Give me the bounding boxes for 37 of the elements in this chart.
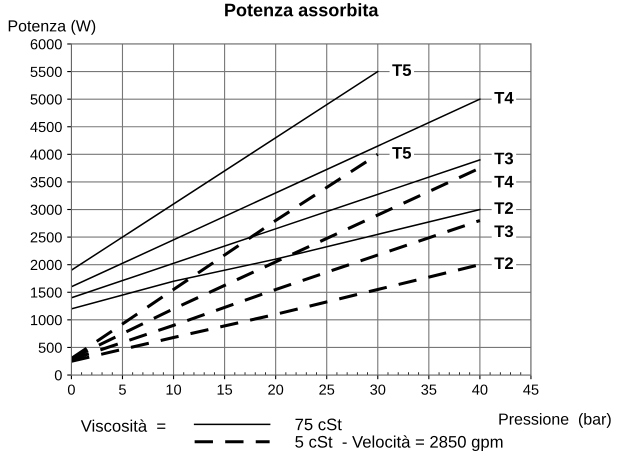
y-tick-label: 6000	[30, 39, 62, 50]
x-axis-title: Pressione (bar)	[499, 412, 611, 428]
x-tick-label: 5	[119, 384, 126, 395]
y-tick-label: 1500	[31, 287, 62, 298]
series-label: T2	[494, 257, 513, 269]
x-tick-label: 15	[218, 384, 232, 395]
x-tick-label: 40	[472, 384, 488, 395]
y-tick-label: 4500	[30, 122, 62, 132]
y-tick-label: 5000	[30, 94, 62, 105]
y-tick-label: 3000	[30, 204, 62, 215]
series-label: T4	[494, 176, 514, 188]
series-label: T3	[494, 225, 514, 238]
x-tick-label: 10	[166, 384, 182, 395]
series-label: T3	[494, 152, 514, 164]
x-tick-label: 25	[319, 384, 334, 395]
y-tick-label: 5500	[30, 66, 62, 77]
chart-title: Potenza assorbita	[225, 3, 379, 16]
y-tick-label: 3500	[30, 177, 62, 188]
series-label: T5	[392, 64, 412, 76]
y-axis-title: Potenza (W)	[8, 20, 96, 35]
x-tick-label: 35	[421, 384, 436, 395]
y-tick-label: 0	[54, 370, 62, 380]
y-tick-label: 4000	[30, 149, 62, 160]
x-tick-label: 45	[523, 384, 538, 395]
legend-title: Viscosità =	[80, 419, 166, 432]
x-tick-label: 20	[268, 384, 284, 395]
x-tick-label: 30	[370, 384, 386, 395]
series-label: T2	[494, 202, 513, 214]
x-tick-label: 0	[68, 384, 75, 395]
series-label: T5	[392, 147, 412, 159]
y-tick-label: 2500	[30, 232, 62, 243]
y-tick-label: 1000	[31, 314, 62, 326]
y-tick-label: 2000	[30, 260, 62, 270]
y-tick-label: 500	[38, 342, 62, 353]
text: 5 cSt - Velocità = 2850 gpm	[295, 435, 502, 452]
text: 75 cSt	[295, 418, 342, 430]
series-label: T4	[494, 92, 514, 104]
